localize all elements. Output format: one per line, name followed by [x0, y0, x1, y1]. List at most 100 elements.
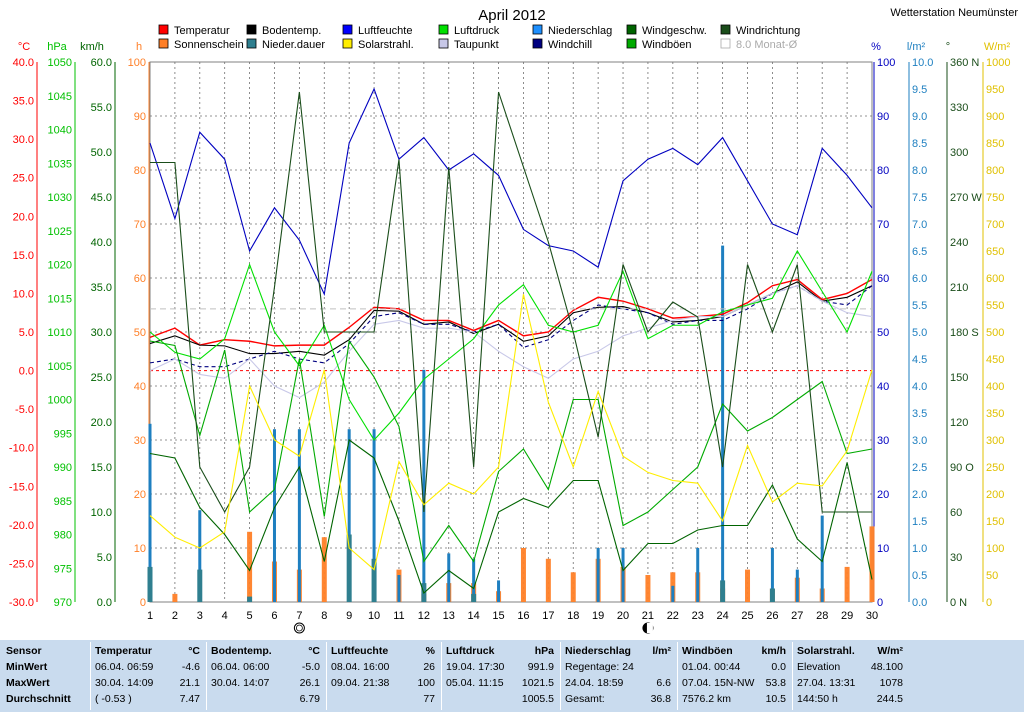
- axis-title-wind: km/h: [80, 41, 104, 53]
- legend-label: Windrichtung: [736, 25, 800, 37]
- stats-cell-right: 1005.5: [521, 693, 554, 705]
- bar-Niederschlag: [795, 569, 799, 602]
- stats-cell-right: 53.8: [765, 677, 786, 689]
- bar-Niederschlag: [297, 429, 301, 602]
- axis-tick-solar: 600: [986, 273, 1004, 285]
- axis-tick-dir: 240: [950, 237, 968, 249]
- stats-cell-left: Temperatur: [95, 645, 152, 657]
- bar-Niederschlag: [596, 548, 600, 602]
- axis-tick-wind: 0.0: [97, 597, 112, 609]
- axis-tick-solar: 0: [986, 597, 992, 609]
- axis-tick-temp: -30.0: [9, 597, 34, 609]
- legend-swatch: [342, 38, 353, 49]
- legend-label: Temperatur: [174, 25, 230, 37]
- stats-cell-left: ( -0.53 ): [95, 693, 132, 705]
- axis-tick-temp: 0.0: [19, 366, 34, 378]
- axis-tick-solar: 250: [986, 462, 1004, 474]
- stats-row: Luftdruck hPa: [446, 645, 554, 661]
- stats-row: 6.79: [211, 693, 320, 709]
- axis-tick-sun: 90: [134, 111, 146, 123]
- bar-Nieder.dauer: [371, 558, 377, 602]
- legend-label: Solarstrahl.: [358, 39, 414, 51]
- stats-row: 144:50 h 244.5: [797, 693, 903, 709]
- axis-title-solar: W/m²: [984, 41, 1011, 53]
- bar-Nieder.dauer: [471, 593, 477, 602]
- axis-tick-temp: 10.0: [13, 288, 34, 300]
- x-tick-label: 8: [321, 610, 327, 622]
- bar-Nieder.dauer: [346, 534, 352, 602]
- x-tick-label: 21: [642, 610, 654, 622]
- bar-Niederschlag: [472, 558, 476, 602]
- stats-row: Niederschlag l/m²: [565, 645, 671, 661]
- bar-Nieder.dauer: [197, 569, 203, 602]
- axis-tick-wind: 5.0: [97, 552, 112, 564]
- axis-tick-solar: 400: [986, 381, 1004, 393]
- bar-Sonnenschein: [321, 537, 327, 602]
- stats-cell-right: 10.5: [765, 693, 786, 705]
- axis-tick-temp: 5.0: [19, 327, 34, 339]
- axis-tick-pressure: 1010: [48, 327, 72, 339]
- stats-row: 77: [331, 693, 435, 709]
- series-Luftfeuchte: [149, 87, 873, 297]
- axis-tick-solar: 50: [986, 570, 998, 582]
- sensor-label: Sensor: [6, 645, 42, 657]
- stats-cell-right: 1078: [879, 677, 903, 689]
- axes: 1 2 3 4 5 6 7 8 9 10 11 12 13 14 15 16 17 18 19 20 21 22 23 24 2…: [9, 41, 1011, 634]
- axis-tick-solar: 100: [986, 543, 1004, 555]
- bar-Nieder.dauer: [147, 566, 153, 602]
- bar-Sonnenschein: [570, 572, 576, 602]
- axis-tick-solar: 750: [986, 192, 1004, 204]
- legend-swatch: [532, 24, 543, 35]
- axis-tick-pressure: 990: [54, 462, 72, 474]
- axis-tick-dir: 30: [950, 552, 962, 564]
- bar-Niederschlag: [372, 429, 376, 602]
- axis-tick-pressure: 1015: [48, 293, 72, 305]
- x-tick-label: 30: [866, 610, 878, 622]
- bar-Niederschlag: [422, 369, 426, 602]
- bar-Niederschlag: [621, 548, 625, 602]
- series-Windrichtung: [150, 91, 872, 514]
- axis-tick-solar: 450: [986, 354, 1004, 366]
- axis-tick-solar: 950: [986, 84, 1004, 96]
- stats-cell-left: Niederschlag: [565, 645, 631, 657]
- legend-label: Windböen: [642, 39, 692, 51]
- axis-tick-solar: 150: [986, 516, 1004, 528]
- series-Windböen: [149, 339, 873, 563]
- bar-Niederschlag: [820, 515, 824, 602]
- axis-tick-solar: 800: [986, 165, 1004, 177]
- stats-row: 09.04. 21:38 100: [331, 677, 435, 693]
- stats-cell-right: 244.5: [876, 693, 903, 705]
- axis-tick-dir: 120: [950, 417, 968, 429]
- stats-cell-right: -4.6: [181, 661, 200, 673]
- bar-Sonnenschein: [745, 569, 751, 602]
- moon-new-mask: [646, 623, 653, 633]
- x-tick-label: 11: [393, 610, 404, 622]
- stats-row: Windböen km/h: [682, 645, 786, 661]
- legend-swatch: [158, 38, 169, 49]
- axis-tick-rain: 9.0: [912, 111, 927, 123]
- bar-Niederschlag: [347, 429, 351, 602]
- axis-tick-humidity: 0: [877, 597, 883, 609]
- stats-row: 30.04. 14:07 26.1: [211, 677, 320, 693]
- axis-tick-solar: 200: [986, 489, 1004, 501]
- stats-cell-left: Regentage: 24: [565, 661, 634, 673]
- axis-tick-rain: 3.5: [912, 408, 927, 420]
- x-tick-label: 18: [567, 610, 579, 622]
- durchschnitt-label: Durchschnitt: [6, 693, 71, 705]
- axis-tick-humidity: 80: [877, 165, 889, 177]
- axis-tick-wind: 55.0: [91, 102, 112, 114]
- stats-solar-column: Solarstrahl. W/m² Elevation 48.100 27.04. 13…: [792, 642, 907, 710]
- stats-row: 06.04. 06:59 -4.6: [95, 661, 200, 677]
- axis-tick-solar: 1000: [986, 57, 1010, 69]
- axis-tick-pressure: 980: [54, 530, 72, 542]
- axis-title-dir: °: [946, 41, 950, 53]
- stats-row: 30.04. 14:09 21.1: [95, 677, 200, 693]
- axis-tick-wind: 40.0: [91, 237, 112, 249]
- stats-cell-left: Windböen: [682, 645, 733, 657]
- axis-tick-pressure: 1025: [48, 226, 72, 238]
- axis-tick-solar: 850: [986, 138, 1004, 150]
- axis-tick-rain: 0.0: [912, 597, 927, 609]
- axis-tick-humidity: 90: [877, 111, 889, 123]
- stats-gust-column: Windböen km/h 01.04. 00:44 0.0 07.04. 15N-NW…: [677, 642, 790, 710]
- stats-cell-left: 01.04. 00:44: [682, 661, 741, 673]
